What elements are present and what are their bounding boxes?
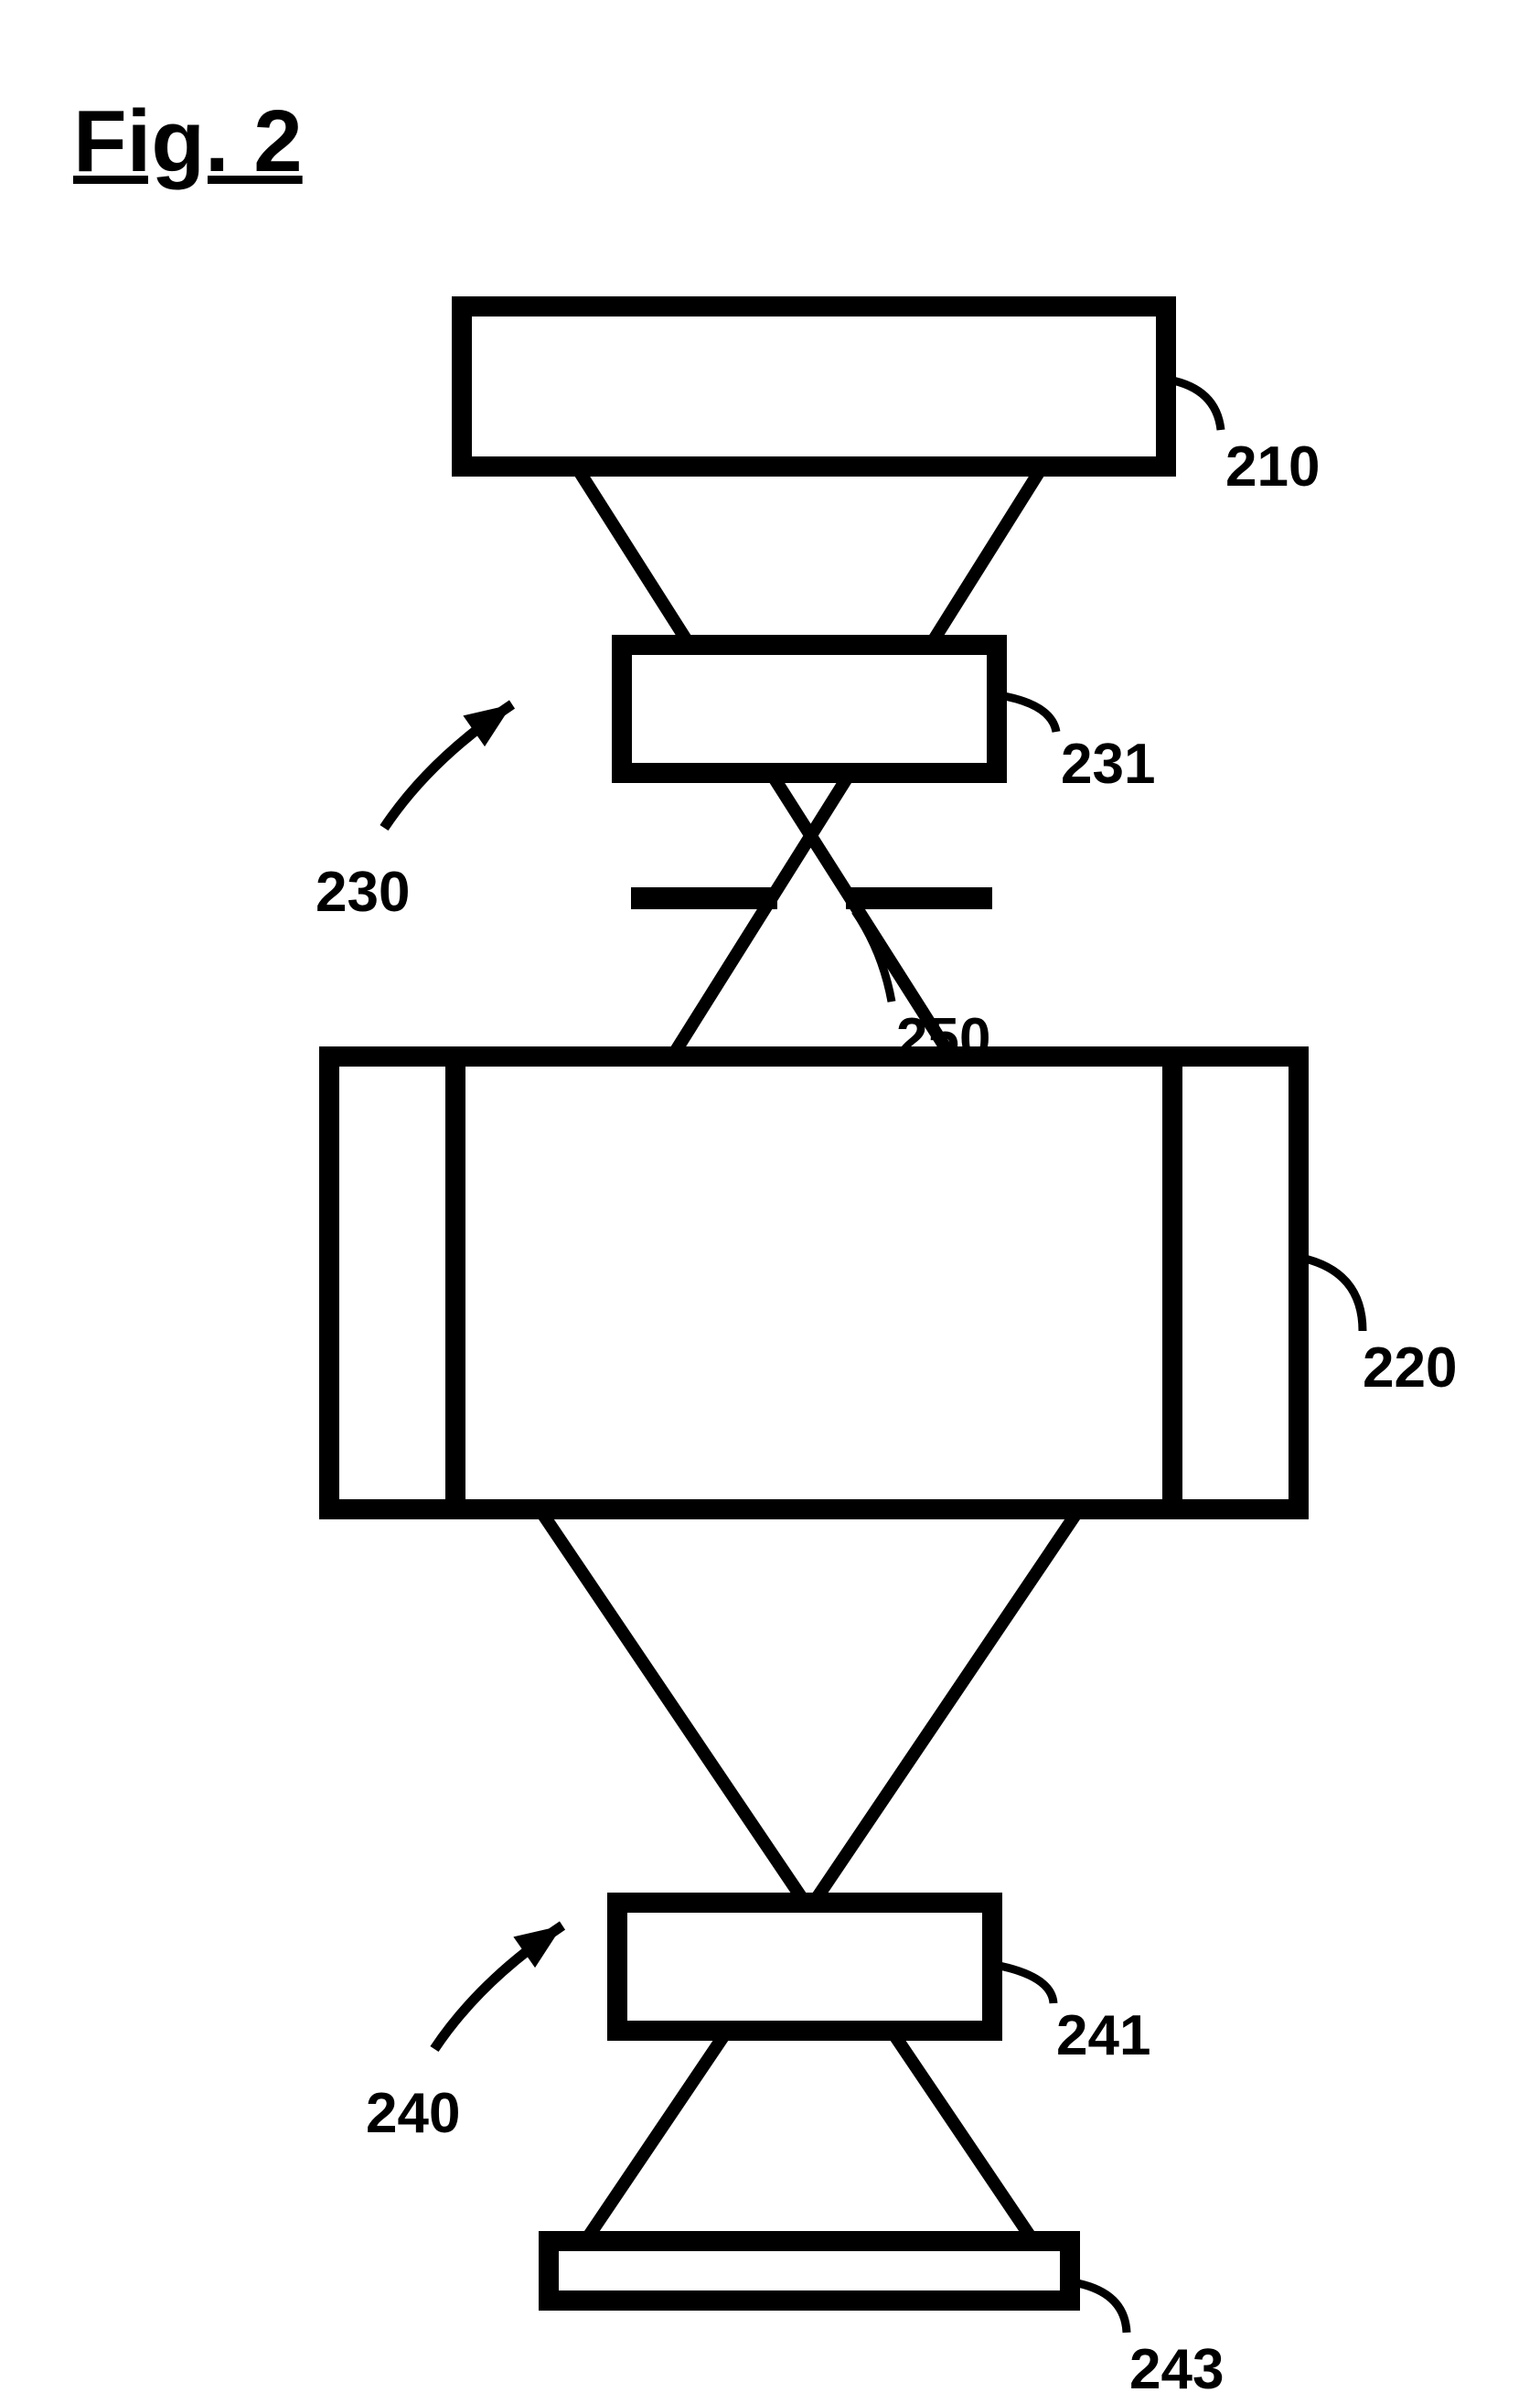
- label-230: 230: [315, 860, 410, 925]
- leader-220: [1301, 1258, 1363, 1331]
- ray-lower-left: [540, 1509, 1033, 2241]
- leader-241: [995, 1965, 1053, 2003]
- label-241: 241: [1056, 2003, 1150, 2068]
- label-210: 210: [1225, 434, 1320, 499]
- leader-210: [1169, 380, 1221, 430]
- box-210: [462, 306, 1166, 467]
- label-220: 220: [1363, 1336, 1457, 1400]
- label-240: 240: [366, 2081, 460, 2146]
- box-220: [329, 1057, 1299, 1509]
- label-250: 250: [896, 1006, 990, 1071]
- ray-lower-right: [585, 1509, 1079, 2241]
- leader-231: [1000, 695, 1056, 732]
- label-231: 231: [1061, 732, 1155, 797]
- leader-243: [1073, 2282, 1127, 2333]
- label-243: 243: [1129, 2337, 1224, 2402]
- aperture-left: [631, 887, 777, 909]
- box-241: [617, 1903, 992, 2031]
- diagram-canvas: [0, 0, 1540, 2403]
- box-243: [549, 2241, 1070, 2301]
- box-231: [622, 645, 997, 773]
- aperture-right: [846, 887, 992, 909]
